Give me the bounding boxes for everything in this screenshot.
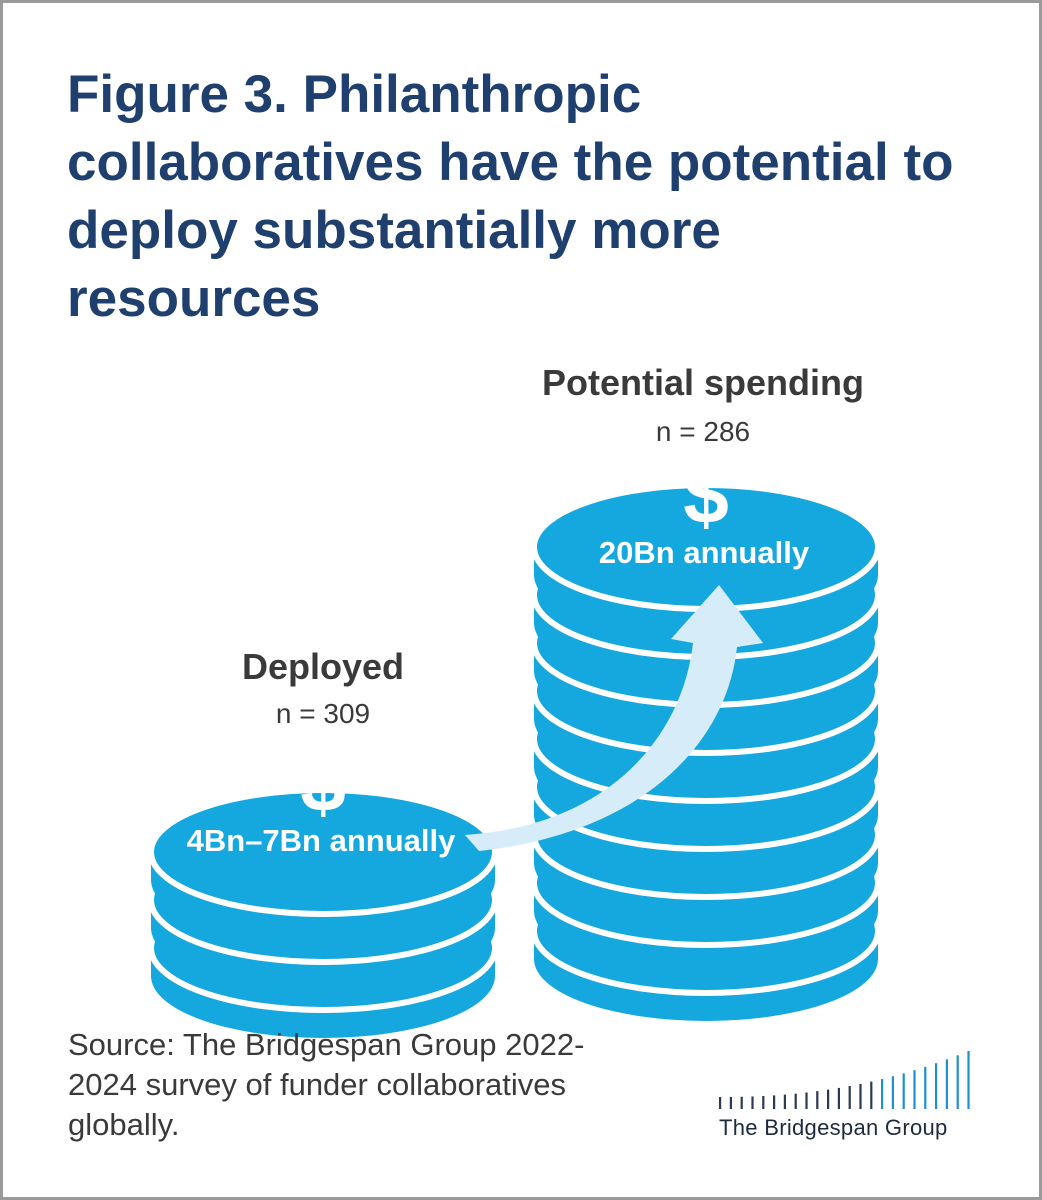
logo-bar xyxy=(719,1097,722,1109)
logo-bar xyxy=(827,1089,830,1109)
dollar-sign-icon: $ xyxy=(683,450,729,541)
coin-stacks-chart: Deployed n = 309 $ 4Bn–7Bn annually Pote… xyxy=(148,362,881,1038)
logo-bar xyxy=(816,1091,819,1109)
logo-bar xyxy=(773,1095,776,1109)
coin-deployed-3 xyxy=(148,787,498,942)
logo-bar xyxy=(729,1096,732,1109)
logo-bar xyxy=(913,1070,916,1109)
logo-bar xyxy=(751,1096,754,1109)
coin-stack-deployed xyxy=(148,787,498,1038)
category-label-deployed: Deployed xyxy=(242,646,404,687)
logo-bar xyxy=(924,1066,927,1109)
logo-text: The Bridgespan Group xyxy=(719,1115,948,1140)
value-label-potential: 20Bn annually xyxy=(599,535,810,570)
labels-potential: Potential spending n = 286 $ 20Bn annual… xyxy=(542,362,864,570)
category-label-potential: Potential spending xyxy=(542,362,864,403)
logo-bar xyxy=(891,1076,894,1109)
coin-potential-9 xyxy=(531,482,881,637)
logo-bar xyxy=(859,1083,862,1109)
logo-bar xyxy=(945,1059,948,1109)
logo-bar xyxy=(848,1086,851,1109)
logo-bar xyxy=(783,1094,786,1109)
dollar-sign-icon: $ xyxy=(300,738,346,829)
logo-bar xyxy=(935,1063,938,1109)
labels-deployed: Deployed n = 309 $ 4Bn–7Bn annually xyxy=(187,646,456,858)
logo-bar xyxy=(794,1093,797,1109)
logo-bar xyxy=(967,1051,970,1109)
logo-bar xyxy=(762,1096,765,1109)
value-label-deployed: 4Bn–7Bn annually xyxy=(187,823,456,858)
logo-bar xyxy=(837,1087,840,1109)
logo-bar xyxy=(956,1055,959,1109)
logo-bars-icon xyxy=(719,1051,970,1109)
logo-bar xyxy=(881,1079,884,1109)
coin-stack-potential xyxy=(531,482,881,1021)
growth-arrow xyxy=(465,585,763,851)
figure-title: Figure 3. Philanthropic collaboratives h… xyxy=(67,65,954,328)
logo-bar xyxy=(870,1081,873,1109)
n-label-deployed: n = 309 xyxy=(276,698,370,729)
bridgespan-logo: The Bridgespan Group xyxy=(717,1049,987,1149)
logo-bar xyxy=(740,1096,743,1109)
source-note: Source: The Bridgespan Group 2022-2024 s… xyxy=(68,1027,585,1142)
logo-bar xyxy=(902,1073,905,1109)
logo-bar xyxy=(805,1092,808,1109)
n-label-potential: n = 286 xyxy=(656,416,750,447)
